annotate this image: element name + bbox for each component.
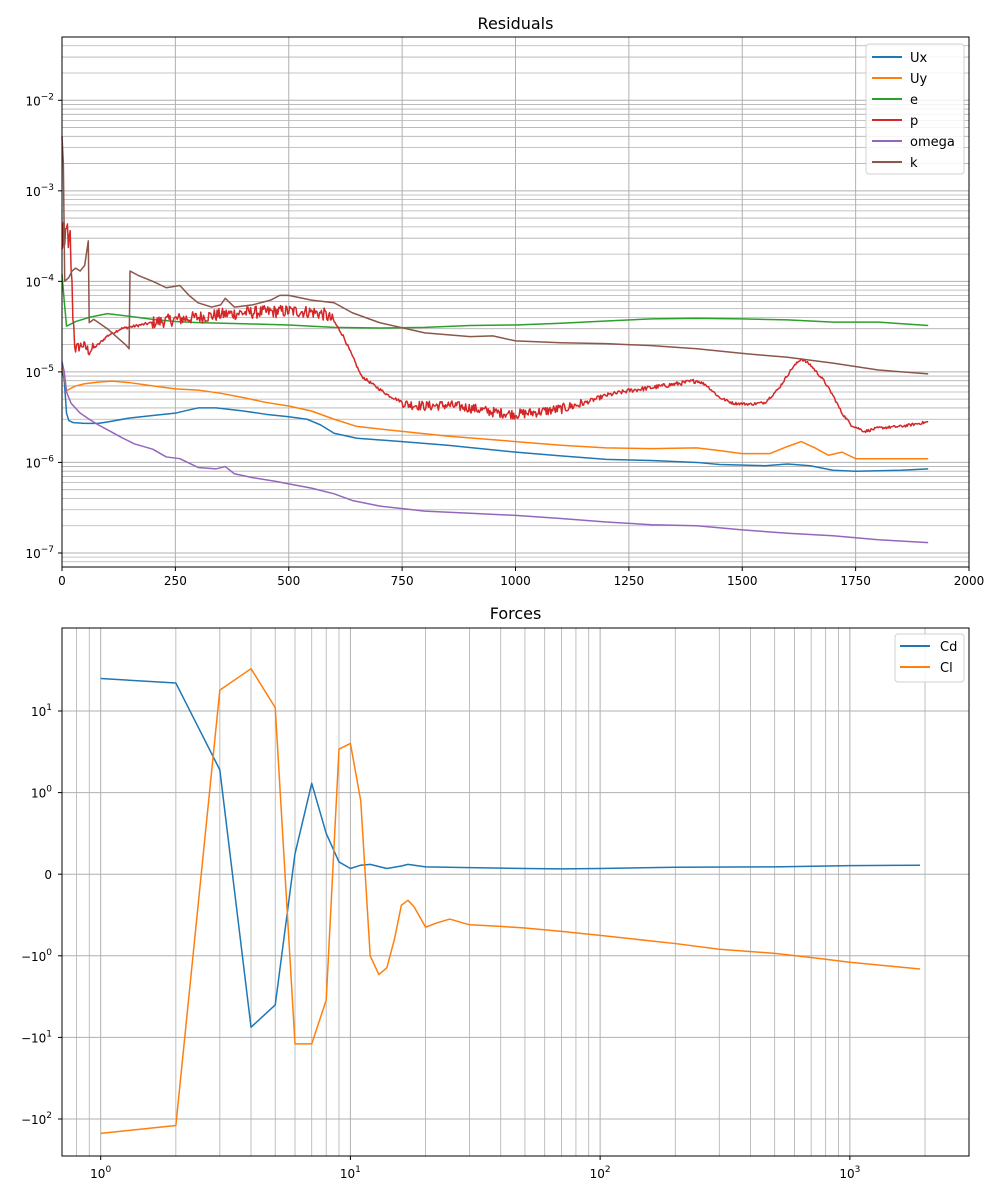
residuals-legend-label-p: p <box>910 114 918 129</box>
residuals-y-tick-label: 10−3 <box>25 183 54 199</box>
forces-y-tick-label: 0 <box>44 868 52 882</box>
residuals-x-tick-label: 2000 <box>954 574 985 588</box>
residuals-y-tick-label: 10−2 <box>25 92 54 108</box>
forces-x-tick-label: 102 <box>590 1165 611 1181</box>
forces-series-group <box>100 667 921 1135</box>
residuals-legend-label-k: k <box>910 156 918 171</box>
residuals-y-tick-label: 10−7 <box>25 545 54 561</box>
residuals-series-omega <box>61 361 929 544</box>
residuals-series-e <box>61 274 929 329</box>
forces-legend-label-cd: Cd <box>940 640 957 655</box>
forces-y-axis: −102 −101 −100 0 100 101 <box>21 703 62 1127</box>
residuals-legend-label-uy: Uy <box>910 72 928 87</box>
residuals-series-group <box>61 136 929 544</box>
forces-x-tick-label: 100 <box>90 1165 111 1181</box>
residuals-x-tick-label: 1750 <box>840 574 871 588</box>
forces-legend-label-cl: Cl <box>940 661 953 676</box>
residuals-y-tick-label: 10−6 <box>25 454 54 470</box>
residuals-x-tick-label: 0 <box>58 574 66 588</box>
residuals-legend: Ux Uy ep omega k <box>865 43 965 175</box>
residuals-legend-label-ux: Ux <box>910 51 928 66</box>
forces-y-tick-label: −101 <box>21 1029 52 1045</box>
forces-y-tick-label: −102 <box>21 1111 52 1127</box>
residuals-x-tick-label: 1250 <box>614 574 645 588</box>
residuals-series-uy <box>61 364 929 460</box>
forces-x-tick-label: 103 <box>839 1165 860 1181</box>
residuals-x-tick-label: 250 <box>164 574 187 588</box>
residuals-y-tick-label: 10−4 <box>25 273 54 289</box>
residuals-y-tick-label: 10−5 <box>25 364 54 380</box>
residuals-series-k <box>61 136 929 375</box>
residuals-title: Residuals <box>478 14 554 33</box>
residuals-x-tick-label: 500 <box>277 574 300 588</box>
forces-series-cl <box>100 667 921 1135</box>
residuals-x-axis: 0 250 500 750 1000 1250 1500 1750 2000 <box>58 567 984 588</box>
residuals-x-tick-label: 1000 <box>500 574 531 588</box>
forces-title: Forces <box>490 604 542 623</box>
residuals-x-tick-label: 750 <box>391 574 414 588</box>
forces-x-axis: 100 101 102 103 <box>90 1156 860 1181</box>
residuals-series-p <box>61 221 929 434</box>
forces-x-tick-label: 101 <box>340 1165 361 1181</box>
forces-y-tick-label: 100 <box>31 785 52 801</box>
forces-legend: Cd Cl <box>894 633 965 683</box>
residuals-legend-label-omega: omega <box>910 135 955 150</box>
residuals-x-tick-label: 1500 <box>727 574 758 588</box>
forces-y-tick-label: −100 <box>21 948 52 964</box>
forces-series-cd <box>100 677 921 1028</box>
residuals-y-axis: 10−7 10−6 10−5 10−4 10−3 10−2 <box>25 92 62 561</box>
forces-y-tick-label: 101 <box>31 703 52 719</box>
forces-plot-frame <box>61 627 970 1157</box>
residuals-legend-label-e: e <box>910 93 918 108</box>
forces-chart: Forces 100 101 102 103 −102−101−1000100101 … <box>21 604 970 1181</box>
residuals-chart: Residuals 0 250 500 750 1000 1250 1500 1750 2000… <box>25 14 984 588</box>
